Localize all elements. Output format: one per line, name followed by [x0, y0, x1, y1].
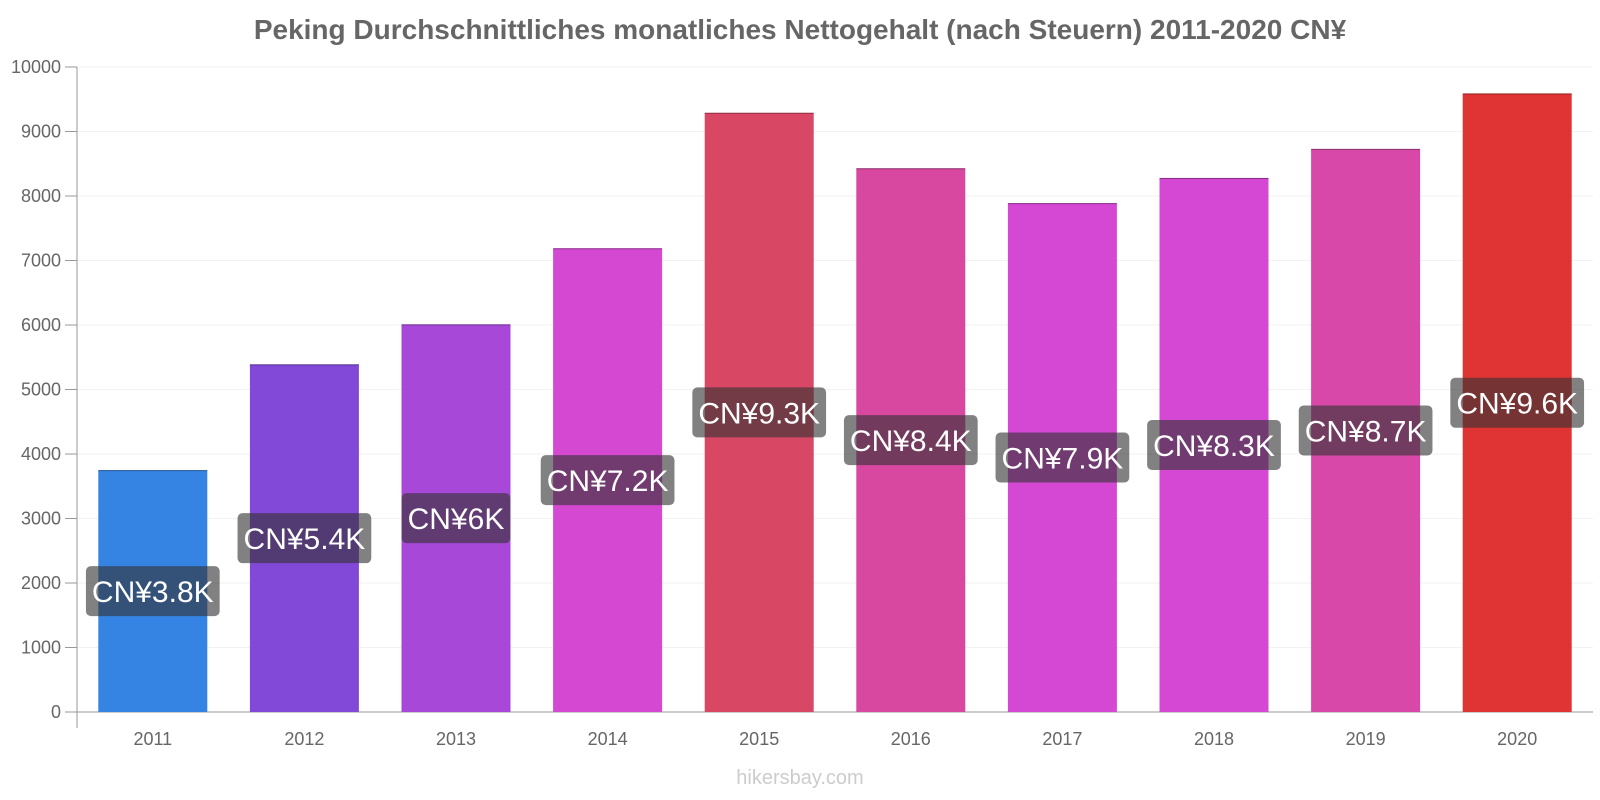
- y-tick-label: 5000: [21, 380, 61, 400]
- data-label-2015: CN¥9.3K: [692, 387, 827, 438]
- x-tick-label-2015: 2015: [739, 729, 779, 749]
- y-tick-label: 3000: [21, 509, 61, 529]
- y-tick-label: 10000: [11, 57, 61, 77]
- data-label-2012: CN¥5.4K: [237, 513, 372, 564]
- data-label-text: CN¥7.9K: [1002, 443, 1124, 476]
- axes: 0 1000 2000 3000 4000 5000 6000 7000 8000 9000 100…: [11, 57, 1593, 749]
- data-label-box: [1298, 405, 1433, 456]
- data-label-2014: CN¥7.2K: [540, 455, 675, 506]
- data-label-text: CN¥8.4K: [850, 425, 972, 458]
- data-label-box: [85, 566, 220, 617]
- bars: [98, 93, 1572, 713]
- data-label-2018: CN¥8.3K: [1147, 419, 1281, 470]
- x-tick-label-2012: 2012: [284, 729, 324, 749]
- data-label-2013: CN¥6K: [401, 493, 511, 544]
- x-tick-label-2019: 2019: [1346, 729, 1386, 749]
- y-tick-label: 1000: [21, 638, 61, 658]
- data-label-box: [1147, 419, 1281, 470]
- y-tick-label: 4000: [21, 444, 61, 464]
- x-tick-label-2017: 2017: [1042, 729, 1082, 749]
- y-tick-label: 7000: [21, 251, 61, 271]
- x-tick-label-2014: 2014: [588, 729, 628, 749]
- data-label-box: [237, 513, 372, 564]
- x-tick-label-2018: 2018: [1194, 729, 1234, 749]
- y-tick-label: 6000: [21, 315, 61, 335]
- data-label-box: [540, 455, 675, 506]
- data-label-2017: CN¥7.9K: [995, 432, 1130, 483]
- data-label-text: CN¥8.3K: [1153, 430, 1275, 463]
- data-label-2019: CN¥8.7K: [1298, 405, 1433, 456]
- data-label-text: CN¥8.7K: [1305, 415, 1427, 448]
- data-label-text: CN¥3.8K: [92, 576, 214, 609]
- data-label-box: [1450, 377, 1585, 428]
- y-tick-label: 9000: [21, 122, 61, 142]
- x-tick-label-2013: 2013: [436, 729, 476, 749]
- data-label-box: [692, 387, 827, 438]
- x-tick-label-2011: 2011: [133, 729, 172, 749]
- data-label-text: CN¥6K: [408, 503, 505, 536]
- data-label-text: CN¥9.6K: [1456, 388, 1578, 421]
- data-label-text: CN¥5.4K: [244, 523, 366, 556]
- chart-title: Peking Durchschnittliches monatliches Ne…: [253, 14, 1347, 45]
- data-label-2016: CN¥8.4K: [843, 415, 978, 466]
- data-label-2011: CN¥3.8K: [85, 566, 220, 617]
- x-tick-label-2020: 2020: [1497, 729, 1537, 749]
- x-tick-label-2016: 2016: [891, 729, 931, 749]
- data-label-text: CN¥9.3K: [698, 397, 820, 430]
- data-labels: CN¥3.8K CN¥5.4K CN¥6K CN¥7.2K CN¥9.3K CN¥8.4K…: [85, 377, 1585, 617]
- data-label-text: CN¥7.2K: [547, 465, 669, 498]
- y-tick-label: 8000: [21, 186, 61, 206]
- data-label-2020: CN¥9.6K: [1450, 377, 1585, 428]
- data-label-box: [401, 493, 511, 544]
- data-label-box: [843, 415, 978, 466]
- watermark: hikersbay.com: [736, 767, 864, 789]
- y-tick-label: 0: [51, 702, 61, 722]
- y-tick-label: 2000: [21, 573, 61, 593]
- data-label-box: [995, 432, 1130, 483]
